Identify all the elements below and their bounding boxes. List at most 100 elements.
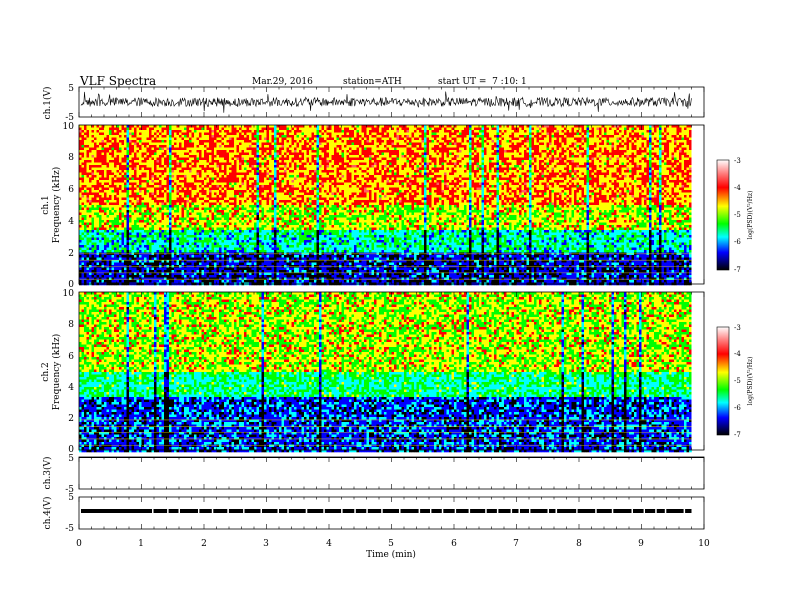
spectrogram-cell	[132, 198, 135, 201]
spectrogram-cell	[164, 188, 167, 191]
spectrogram-cell	[79, 278, 82, 281]
spectrogram-cell	[92, 160, 95, 163]
spectrogram-cell	[167, 263, 170, 266]
spectrogram-cell	[84, 150, 87, 153]
spectrogram-cell	[82, 188, 85, 191]
spectrogram-cell	[89, 215, 92, 218]
spectrogram-cell	[149, 193, 152, 196]
spectrogram-cell	[142, 168, 145, 171]
spectrogram-cell	[162, 153, 165, 156]
spectrogram-cell	[82, 208, 85, 211]
spectrogram-cell	[124, 245, 127, 248]
spectrogram-cell	[79, 130, 82, 133]
spectrogram-cell	[157, 168, 160, 171]
spectrogram-cell	[157, 170, 160, 173]
spectrogram-cell	[114, 138, 117, 141]
spectrogram-cell	[122, 268, 125, 271]
spectrogram-cell	[154, 228, 157, 231]
spectrogram-cell	[129, 128, 132, 131]
spectrogram-cell	[144, 130, 147, 133]
spectrogram-cell	[94, 248, 97, 251]
spectrogram-cell	[127, 250, 130, 253]
spectrogram-cell	[162, 138, 165, 141]
spectrogram-cell	[129, 125, 132, 128]
spectrogram-cell	[114, 195, 117, 198]
spectrogram-cell	[177, 145, 180, 148]
spectrogram-cell	[117, 143, 120, 146]
spectrogram-cell	[99, 255, 102, 258]
spectrogram-cell	[119, 143, 122, 146]
spectrogram-cell	[144, 190, 147, 193]
spectrogram-cell	[102, 218, 105, 221]
spectrogram-cell	[139, 225, 142, 228]
spectrogram-cell	[142, 148, 145, 151]
spectrogram-cell	[157, 178, 160, 181]
spectrogram-cell	[92, 135, 95, 138]
spectrogram-cell	[169, 178, 172, 181]
spectrogram-cell	[172, 210, 175, 213]
spectrogram-cell	[152, 175, 155, 178]
spectrogram-cell	[144, 138, 147, 141]
spectrogram-cell	[157, 138, 160, 141]
spectrogram-cell	[92, 155, 95, 158]
spectrogram-cell	[122, 193, 125, 196]
spectrogram-cell	[167, 280, 170, 283]
spectrogram-cell	[134, 138, 137, 141]
spectrogram-cell	[99, 193, 102, 196]
spectrogram-cell	[157, 240, 160, 243]
spectrogram-cell	[87, 235, 90, 238]
spectrogram-cell	[112, 128, 115, 131]
spectrogram-cell	[87, 240, 90, 243]
spectrogram-cell	[144, 250, 147, 253]
spectrogram-cell	[154, 193, 157, 196]
spectrogram-cell	[167, 165, 170, 168]
spectrogram-cell	[147, 280, 150, 283]
spectrogram-cell	[149, 228, 152, 231]
spectrogram-cell	[179, 130, 182, 133]
spectrogram-cell	[94, 230, 97, 233]
spectrogram-cell	[129, 145, 132, 148]
spectrogram-cell	[154, 188, 157, 191]
spectrogram-cell	[134, 148, 137, 151]
spectrogram-cell	[169, 280, 172, 283]
spectrogram-cell	[109, 163, 112, 166]
spectrogram-cell	[164, 210, 167, 213]
spectrogram-cell	[102, 270, 105, 273]
spectrogram-cell	[119, 230, 122, 233]
spectrogram-cell	[159, 193, 162, 196]
spectrogram-cell	[154, 168, 157, 171]
spectrogram-cell	[134, 245, 137, 248]
spectrogram-cell	[94, 220, 97, 223]
spectrogram-cell	[144, 280, 147, 283]
spectrogram-cell	[147, 178, 150, 181]
spectrogram-cell	[169, 240, 172, 243]
spectrogram-cell	[97, 180, 100, 183]
spectrogram-cell	[84, 175, 87, 178]
spectrogram-cell	[129, 193, 132, 196]
spectrogram-cell	[139, 185, 142, 188]
spectrogram-cell	[99, 233, 102, 236]
spectrogram-cell	[129, 228, 132, 231]
spectrogram-cell	[94, 158, 97, 161]
spectrogram-cell	[112, 140, 115, 143]
spectrogram-cell	[104, 180, 107, 183]
spectrogram-cell	[152, 250, 155, 253]
spectrogram-cell	[79, 170, 82, 173]
spectrogram-cell	[162, 218, 165, 221]
spectrogram-cell	[82, 235, 85, 238]
spectrogram-cell	[122, 125, 125, 128]
spectrogram-cell	[104, 218, 107, 221]
spectrogram-cell	[97, 145, 100, 148]
spectrogram-cell	[107, 183, 110, 186]
spectrogram-cell	[174, 255, 177, 258]
spectrogram-cell	[87, 278, 90, 281]
spectrogram-cell	[154, 225, 157, 228]
spectrogram-cell	[102, 210, 105, 213]
spectrogram-cell	[164, 160, 167, 163]
spectrogram-cell	[159, 233, 162, 236]
spectrogram-cell	[114, 270, 117, 273]
spectrogram-cell	[112, 218, 115, 221]
spectrogram-cell	[102, 205, 105, 208]
spectrogram-cell	[97, 228, 100, 231]
spectrogram-cell	[142, 140, 145, 143]
